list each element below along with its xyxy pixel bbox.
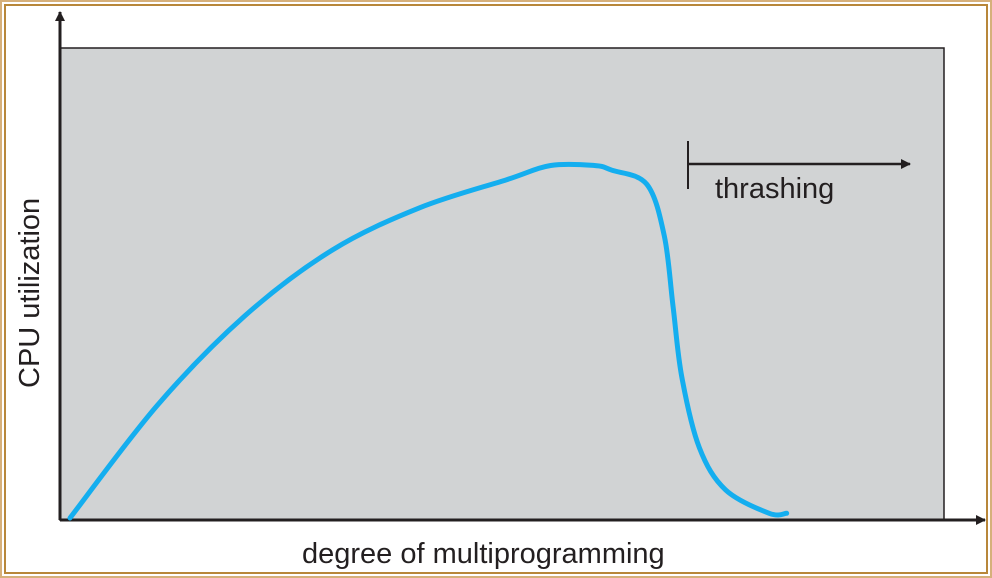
x-axis-label: degree of multiprogramming [302,538,665,570]
plot-area [59,47,945,521]
cpu-utilization-curve [67,161,790,521]
thrashing-label: thrashing [715,173,834,205]
inner-frame [4,4,988,574]
y-axis-label: CPU utilization [14,198,46,388]
